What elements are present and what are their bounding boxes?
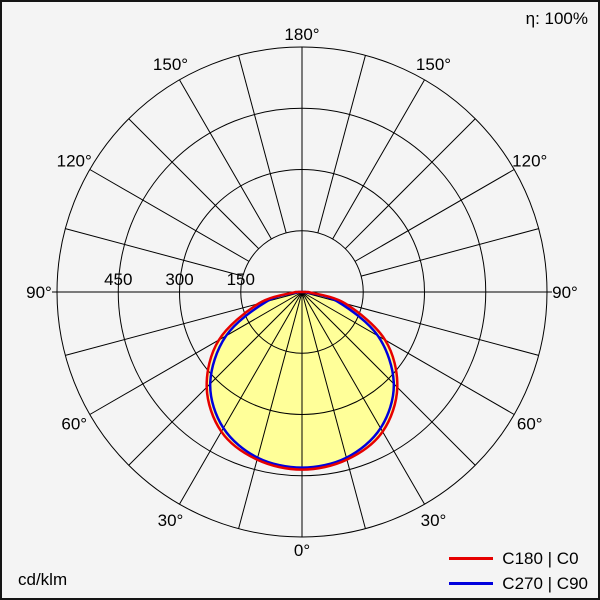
intensity-curves — [205, 290, 399, 471]
svg-text:450: 450 — [104, 270, 132, 289]
svg-text:180°: 180° — [284, 25, 319, 44]
polar-grid — [52, 46, 552, 538]
svg-text:150°: 150° — [416, 55, 451, 74]
legend-item-c0-c180: C180 | C0 — [449, 549, 579, 568]
legend-label-c0-c180: C180 | C0 — [502, 549, 579, 568]
radial-tick-labels: 150 300 450 — [104, 270, 255, 289]
angle-tick-labels: 0° 30° 30° 60° 60° 90° 90° 120° 120° 150° 150° 180° — [26, 25, 578, 560]
svg-text:120°: 120° — [57, 152, 92, 171]
unit-label: cd/klm — [18, 570, 68, 589]
svg-text:90°: 90° — [552, 283, 578, 302]
svg-text:0°: 0° — [294, 541, 310, 560]
svg-text:150: 150 — [227, 270, 255, 289]
svg-text:90°: 90° — [26, 283, 52, 302]
legend-line-red-icon — [449, 557, 494, 560]
legend-line-blue-icon — [449, 582, 494, 585]
efficiency-label: η: 100% — [525, 9, 588, 28]
legend-label-c90-c270: C270 | C90 — [502, 574, 588, 593]
svg-text:30°: 30° — [158, 511, 184, 530]
legend: C180 | C0 C270 | C90 — [449, 550, 588, 592]
svg-text:60°: 60° — [517, 415, 543, 434]
svg-text:30°: 30° — [421, 511, 447, 530]
svg-text:150°: 150° — [153, 55, 188, 74]
svg-text:120°: 120° — [512, 152, 547, 171]
legend-item-c90-c270: C270 | C90 — [449, 575, 588, 592]
svg-text:300: 300 — [165, 270, 193, 289]
svg-text:60°: 60° — [61, 415, 87, 434]
